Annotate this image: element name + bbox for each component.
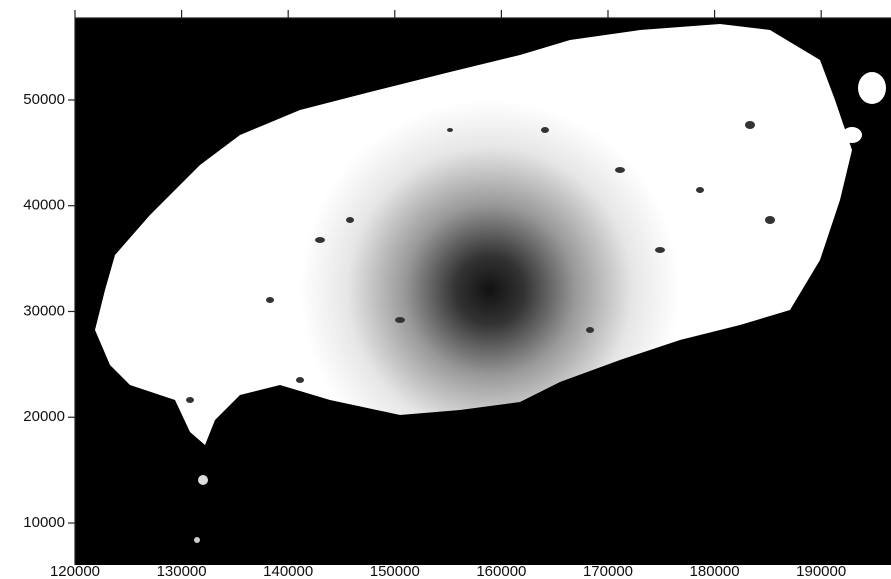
islet bbox=[198, 475, 208, 485]
x-tick-label: 150000 bbox=[370, 563, 420, 579]
y-tick-label: 20000 bbox=[23, 408, 65, 425]
x-tick-label: 160000 bbox=[476, 563, 526, 579]
y-tick-label: 50000 bbox=[23, 91, 65, 108]
y-tick-label: 40000 bbox=[23, 197, 65, 214]
y-tick-label: 10000 bbox=[23, 514, 65, 531]
x-tick-label: 120000 bbox=[50, 563, 100, 579]
x-tick-label: 180000 bbox=[690, 563, 740, 579]
x-tick-label: 190000 bbox=[796, 563, 846, 579]
islet bbox=[858, 72, 886, 104]
x-tick-label: 130000 bbox=[157, 563, 207, 579]
map-figure: 120000 130000 140000 150000 160000 170000 1800… bbox=[0, 0, 891, 579]
x-tick-label: 170000 bbox=[583, 563, 633, 579]
x-tick-label: 140000 bbox=[263, 563, 313, 579]
y-tick-label: 30000 bbox=[23, 302, 65, 319]
islet bbox=[194, 537, 200, 543]
islet bbox=[842, 127, 862, 143]
